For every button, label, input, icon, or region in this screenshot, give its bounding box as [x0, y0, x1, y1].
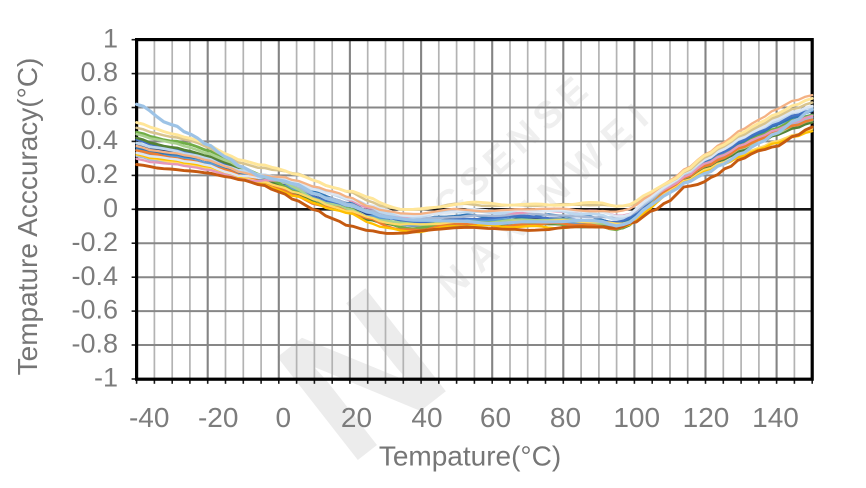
svg-text:120: 120: [683, 402, 730, 433]
svg-text:60: 60: [480, 402, 511, 433]
svg-text:40: 40: [411, 402, 442, 433]
svg-text:-20: -20: [198, 402, 238, 433]
svg-text:Tempature(°C): Tempature(°C): [379, 441, 561, 472]
svg-text:-0.4: -0.4: [71, 261, 118, 291]
svg-text:0: 0: [103, 193, 118, 223]
svg-text:0.8: 0.8: [80, 57, 118, 87]
svg-text:-0.8: -0.8: [71, 329, 118, 359]
svg-text:20: 20: [341, 402, 372, 433]
svg-text:0.4: 0.4: [80, 125, 118, 155]
svg-text:80: 80: [550, 402, 581, 433]
svg-text:0.2: 0.2: [80, 159, 118, 189]
svg-text:-40: -40: [129, 402, 169, 433]
svg-text:0: 0: [276, 402, 292, 433]
svg-text:1: 1: [103, 23, 118, 53]
svg-text:0.6: 0.6: [80, 91, 118, 121]
svg-text:-1: -1: [94, 363, 118, 393]
svg-text:-0.6: -0.6: [71, 295, 118, 325]
svg-text:-0.2: -0.2: [71, 227, 118, 257]
svg-text:140: 140: [752, 402, 799, 433]
svg-text:100: 100: [613, 402, 660, 433]
svg-text:Tempature Acccuracy(°C): Tempature Acccuracy(°C): [12, 58, 43, 376]
